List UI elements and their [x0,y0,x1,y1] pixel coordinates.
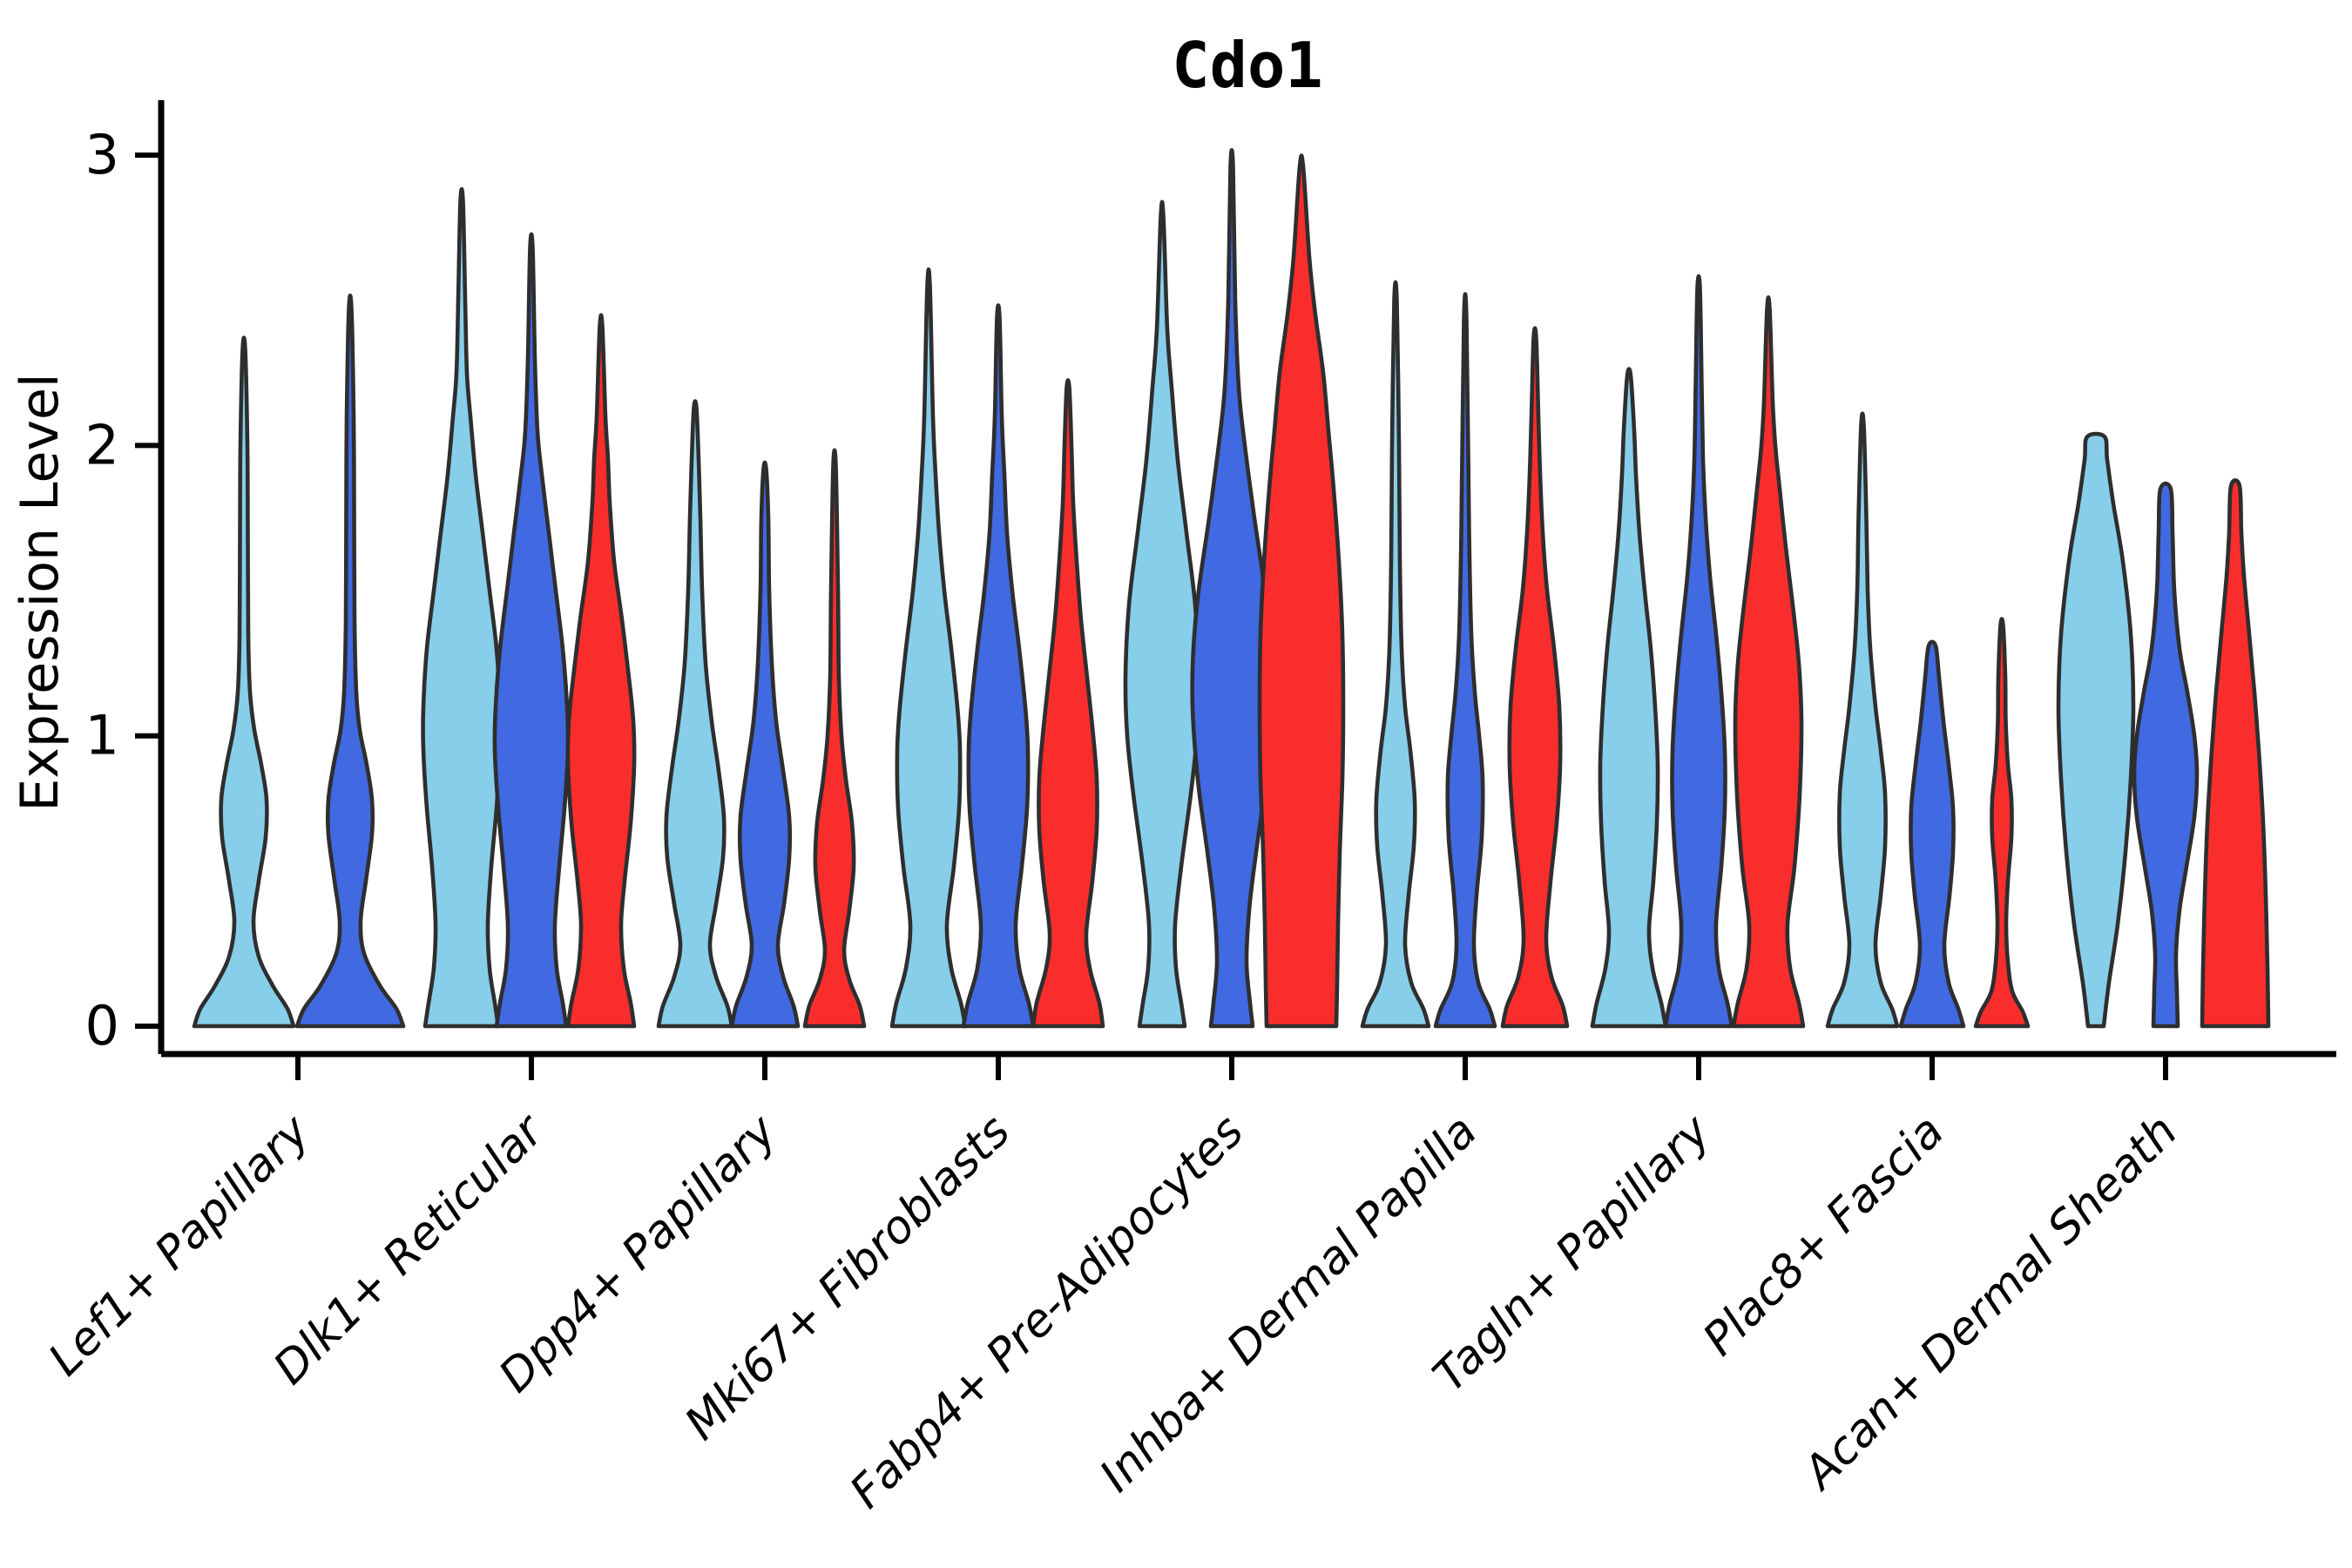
x-tick-label-plac8-fascia: Plac8+ Fascia [1693,1105,1954,1366]
violin-plac8-fascia-series1 [1898,639,1966,1029]
y-axis-label: Expression Level [10,373,71,811]
violin-dlk1-reticular-series1 [492,232,571,1029]
y-tick-labels: 0 1 2 3 [85,123,119,1058]
violin-dpp4-papillary-series0 [656,399,734,1029]
violin-mki67-fibroblasts-series2 [1031,378,1105,1029]
y-tick-label: 3 [85,123,119,186]
x-tick-label-acan-dermal-sheath: Acan+ Dermal Sheath [1792,1105,2187,1501]
violin-lef1-papillary-series0 [192,335,296,1029]
violin-plac8-fascia-series0 [1825,411,1900,1029]
violin-tagln-papillary-series1 [1663,274,1734,1029]
violins [192,147,2271,1029]
violin-lef1-papillary-series1 [294,294,406,1029]
violin-dpp4-papillary-series2 [802,448,867,1029]
y-tick-label: 1 [85,704,119,767]
y-tick-label: 2 [85,413,119,476]
violin-fabp4-pre-adipocytes-series0 [1123,199,1201,1029]
violin-dpp4-papillary-series1 [729,460,801,1029]
violin-fabp4-pre-adipocytes-series2 [1257,153,1346,1029]
violin-fabp4-pre-adipocytes-series1 [1190,147,1274,1029]
chart-title: Cdo1 [1172,29,1322,102]
violin-acan-dermal-sheath-series1 [2132,481,2200,1029]
violin-inhba-dermal-papilla-series2 [1500,326,1570,1029]
y-tick-label: 0 [85,994,119,1058]
violin-mki67-fibroblasts-series1 [961,303,1036,1029]
violin-tagln-papillary-series2 [1731,295,1806,1029]
x-tick-label-fabp4-pre-adipocytes: Fabp4+ Pre-Adipocytes [841,1105,1254,1519]
violin-inhba-dermal-papilla-series1 [1433,292,1497,1029]
violin-plac8-fascia-series2 [1973,617,2031,1029]
violin-acan-dermal-sheath-series0 [2056,431,2136,1029]
violin-dlk1-reticular-series2 [565,313,637,1029]
violin-mki67-fibroblasts-series0 [889,267,968,1029]
violin-tagln-papillary-series0 [1590,367,1668,1029]
violin-inhba-dermal-papilla-series0 [1360,280,1431,1029]
violin-dlk1-reticular-series0 [421,186,503,1029]
violin-acan-dermal-sheath-series2 [2200,478,2271,1029]
x-tick-label-inhba-dermal-papilla: Inhba+ Dermal Papilla [1090,1105,1487,1503]
axes [135,100,2336,1080]
